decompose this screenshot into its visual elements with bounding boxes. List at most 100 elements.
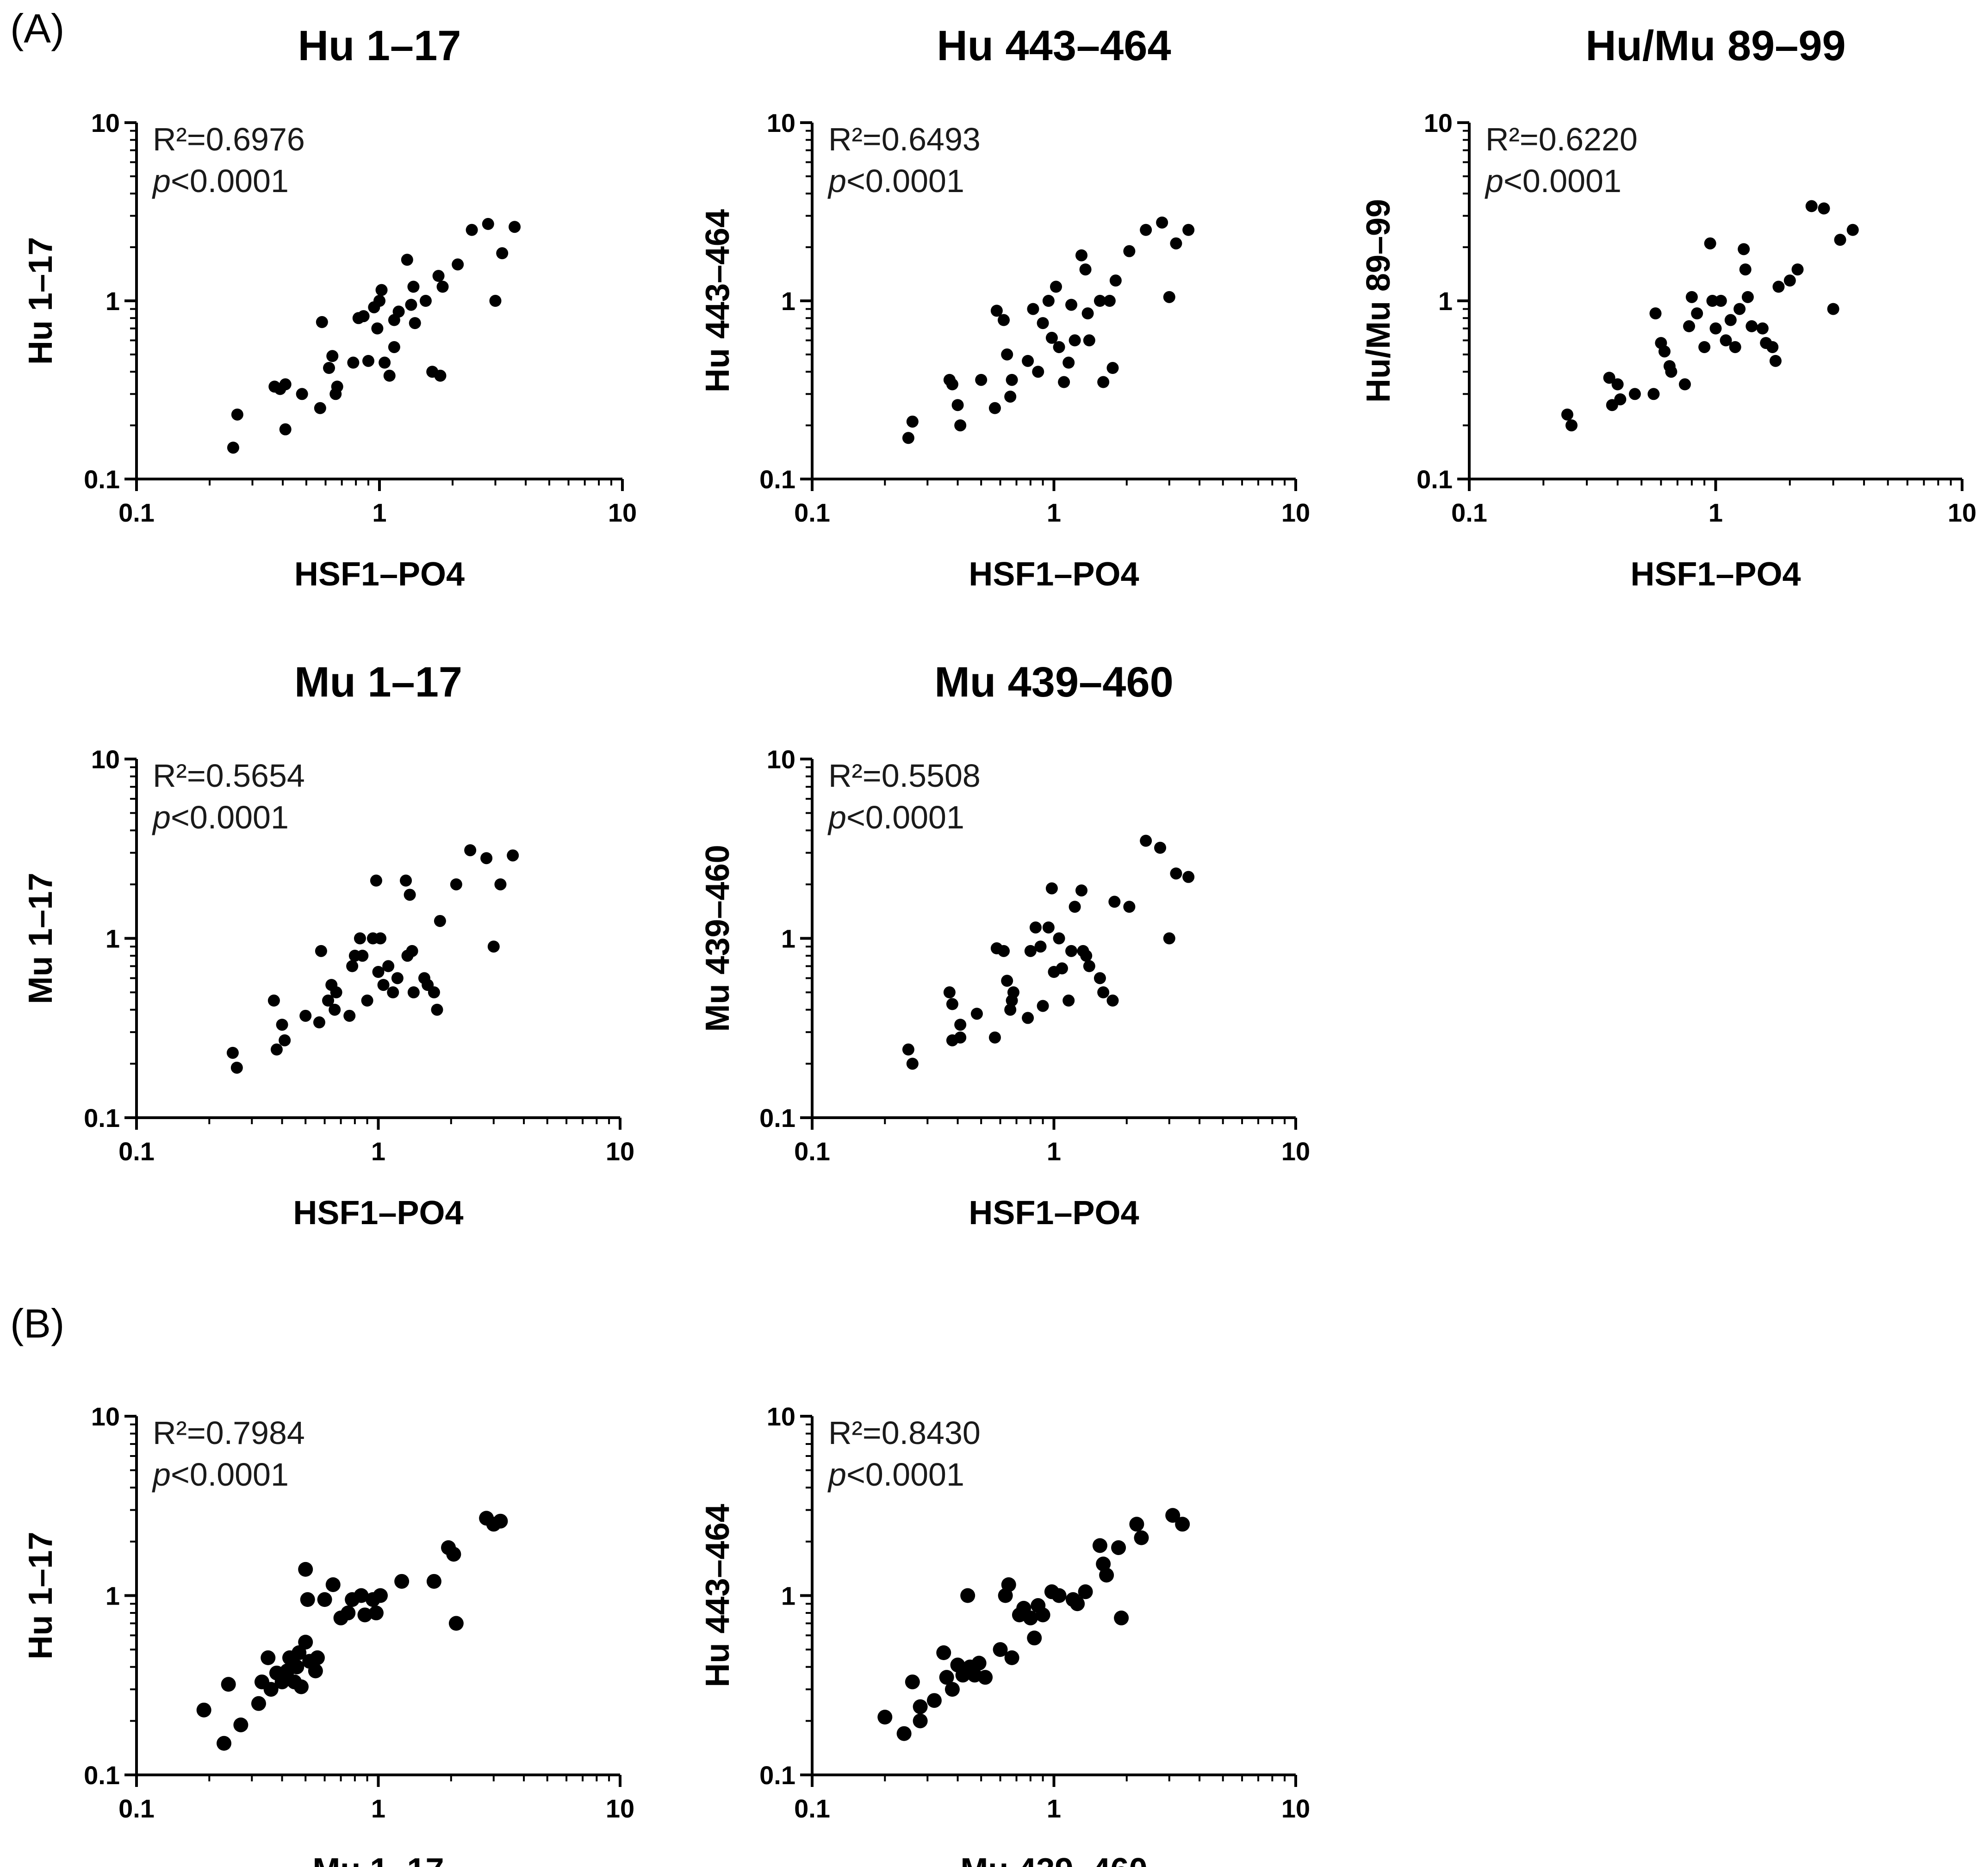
y-axis-label: Hu 443–464 xyxy=(699,209,736,392)
data-point xyxy=(227,442,239,454)
data-point xyxy=(906,415,919,428)
data-point xyxy=(452,258,464,271)
p-value: <0.0001 xyxy=(846,163,964,199)
data-point xyxy=(970,1008,983,1020)
data-point xyxy=(1614,393,1627,405)
data-point xyxy=(464,844,477,857)
chart-hu-1-17: Hu 1–17 0.1 0.1 1 1 10 10 HSF1–PO4 Hu 1–17 R²=0.6… xyxy=(22,22,637,593)
data-point xyxy=(404,889,416,901)
data-point xyxy=(951,399,964,411)
data-point xyxy=(1685,291,1698,303)
x-tick-label: 0.1 xyxy=(1451,498,1487,527)
data-point xyxy=(426,1574,441,1589)
y-tick-label: 1 xyxy=(106,924,120,953)
data-point xyxy=(1081,307,1094,320)
data-point xyxy=(276,1019,288,1031)
data-point xyxy=(493,1513,508,1529)
data-point xyxy=(1004,1003,1017,1016)
data-point xyxy=(407,280,420,293)
data-point xyxy=(954,419,967,432)
data-point xyxy=(196,1702,211,1718)
data-point xyxy=(434,915,446,927)
data-point xyxy=(1007,986,1019,999)
data-point xyxy=(446,1547,461,1562)
data-point xyxy=(354,1588,369,1603)
data-point xyxy=(1649,307,1662,320)
data-point xyxy=(902,1043,914,1056)
y-tick-label: 1 xyxy=(781,286,795,316)
data-point xyxy=(1175,1517,1190,1532)
data-point xyxy=(387,986,399,999)
data-point xyxy=(1109,274,1122,287)
data-point xyxy=(913,1699,928,1714)
data-point xyxy=(326,350,339,362)
data-point xyxy=(507,849,519,862)
x-tick-label: 10 xyxy=(1281,498,1310,527)
data-point xyxy=(1805,200,1818,212)
data-point xyxy=(1103,295,1116,307)
data-point xyxy=(1058,376,1070,388)
data-point xyxy=(1769,355,1782,367)
y-tick-label: 1 xyxy=(1438,286,1453,316)
data-point xyxy=(341,1606,356,1621)
data-point xyxy=(1729,341,1741,353)
data-point xyxy=(990,305,1003,317)
data-point xyxy=(1846,224,1859,236)
r-squared-annotation: R²=0.6220 xyxy=(1485,121,1638,157)
data-point xyxy=(1170,237,1182,249)
data-point xyxy=(1733,303,1746,315)
data-point xyxy=(329,1003,341,1016)
data-point xyxy=(357,310,370,323)
data-point xyxy=(954,1031,967,1044)
x-tick-label: 1 xyxy=(372,498,386,527)
data-point xyxy=(1134,1530,1149,1545)
data-point xyxy=(298,1635,313,1650)
data-point xyxy=(1163,932,1175,945)
data-point xyxy=(1045,882,1058,895)
p-value: <0.0001 xyxy=(1503,163,1621,199)
x-tick-label: 1 xyxy=(1047,498,1061,527)
data-point xyxy=(233,1717,248,1732)
p-value: <0.0001 xyxy=(846,1456,964,1493)
y-tick-label: 0.1 xyxy=(759,465,795,494)
x-tick-label: 0.1 xyxy=(794,498,830,527)
data-point xyxy=(1704,237,1716,249)
data-point xyxy=(231,408,243,421)
chart-mu-439-460: Mu 439–460 0.1 0.1 1 1 10 10 HSF1–PO4 Mu 439–460… xyxy=(699,659,1310,1232)
data-point xyxy=(375,284,388,296)
data-point xyxy=(1123,901,1136,913)
y-tick-label: 10 xyxy=(91,1402,120,1431)
data-point xyxy=(310,1650,325,1665)
data-point xyxy=(292,1645,307,1661)
data-point xyxy=(1075,884,1088,896)
data-point xyxy=(1083,334,1095,347)
y-tick-label: 10 xyxy=(1424,108,1453,137)
p-value-annotation: p<0.0001 xyxy=(152,1456,289,1493)
r-squared-annotation: R²=0.6493 xyxy=(828,121,981,157)
x-tick-label: 0.1 xyxy=(118,1137,155,1166)
data-point xyxy=(314,402,326,414)
data-point xyxy=(1611,378,1624,391)
data-point xyxy=(1170,867,1182,880)
y-tick-label: 0.1 xyxy=(759,1761,795,1790)
data-point xyxy=(1065,945,1078,957)
p-symbol: p xyxy=(152,163,171,199)
data-point xyxy=(936,1645,951,1661)
data-point xyxy=(480,852,493,865)
data-point xyxy=(279,423,292,436)
y-tick-label: 1 xyxy=(781,1581,795,1611)
data-point xyxy=(436,280,449,293)
data-point xyxy=(1665,366,1677,378)
data-point xyxy=(1062,994,1075,1007)
r-squared-annotation: R²=0.7984 xyxy=(153,1415,305,1451)
data-point xyxy=(361,994,373,1007)
x-tick-label: 10 xyxy=(606,1137,634,1166)
data-point xyxy=(1001,1577,1016,1592)
x-axis-label: Mu 1–17 xyxy=(312,1852,444,1867)
y-axis-label: Mu 1–17 xyxy=(22,872,59,1004)
x-tick-label: 1 xyxy=(1047,1137,1061,1166)
r-squared-annotation: R²=0.5654 xyxy=(153,758,305,794)
data-point xyxy=(1069,901,1081,913)
data-point xyxy=(279,378,292,391)
chart-title: Hu/Mu 89–99 xyxy=(1585,22,1845,69)
